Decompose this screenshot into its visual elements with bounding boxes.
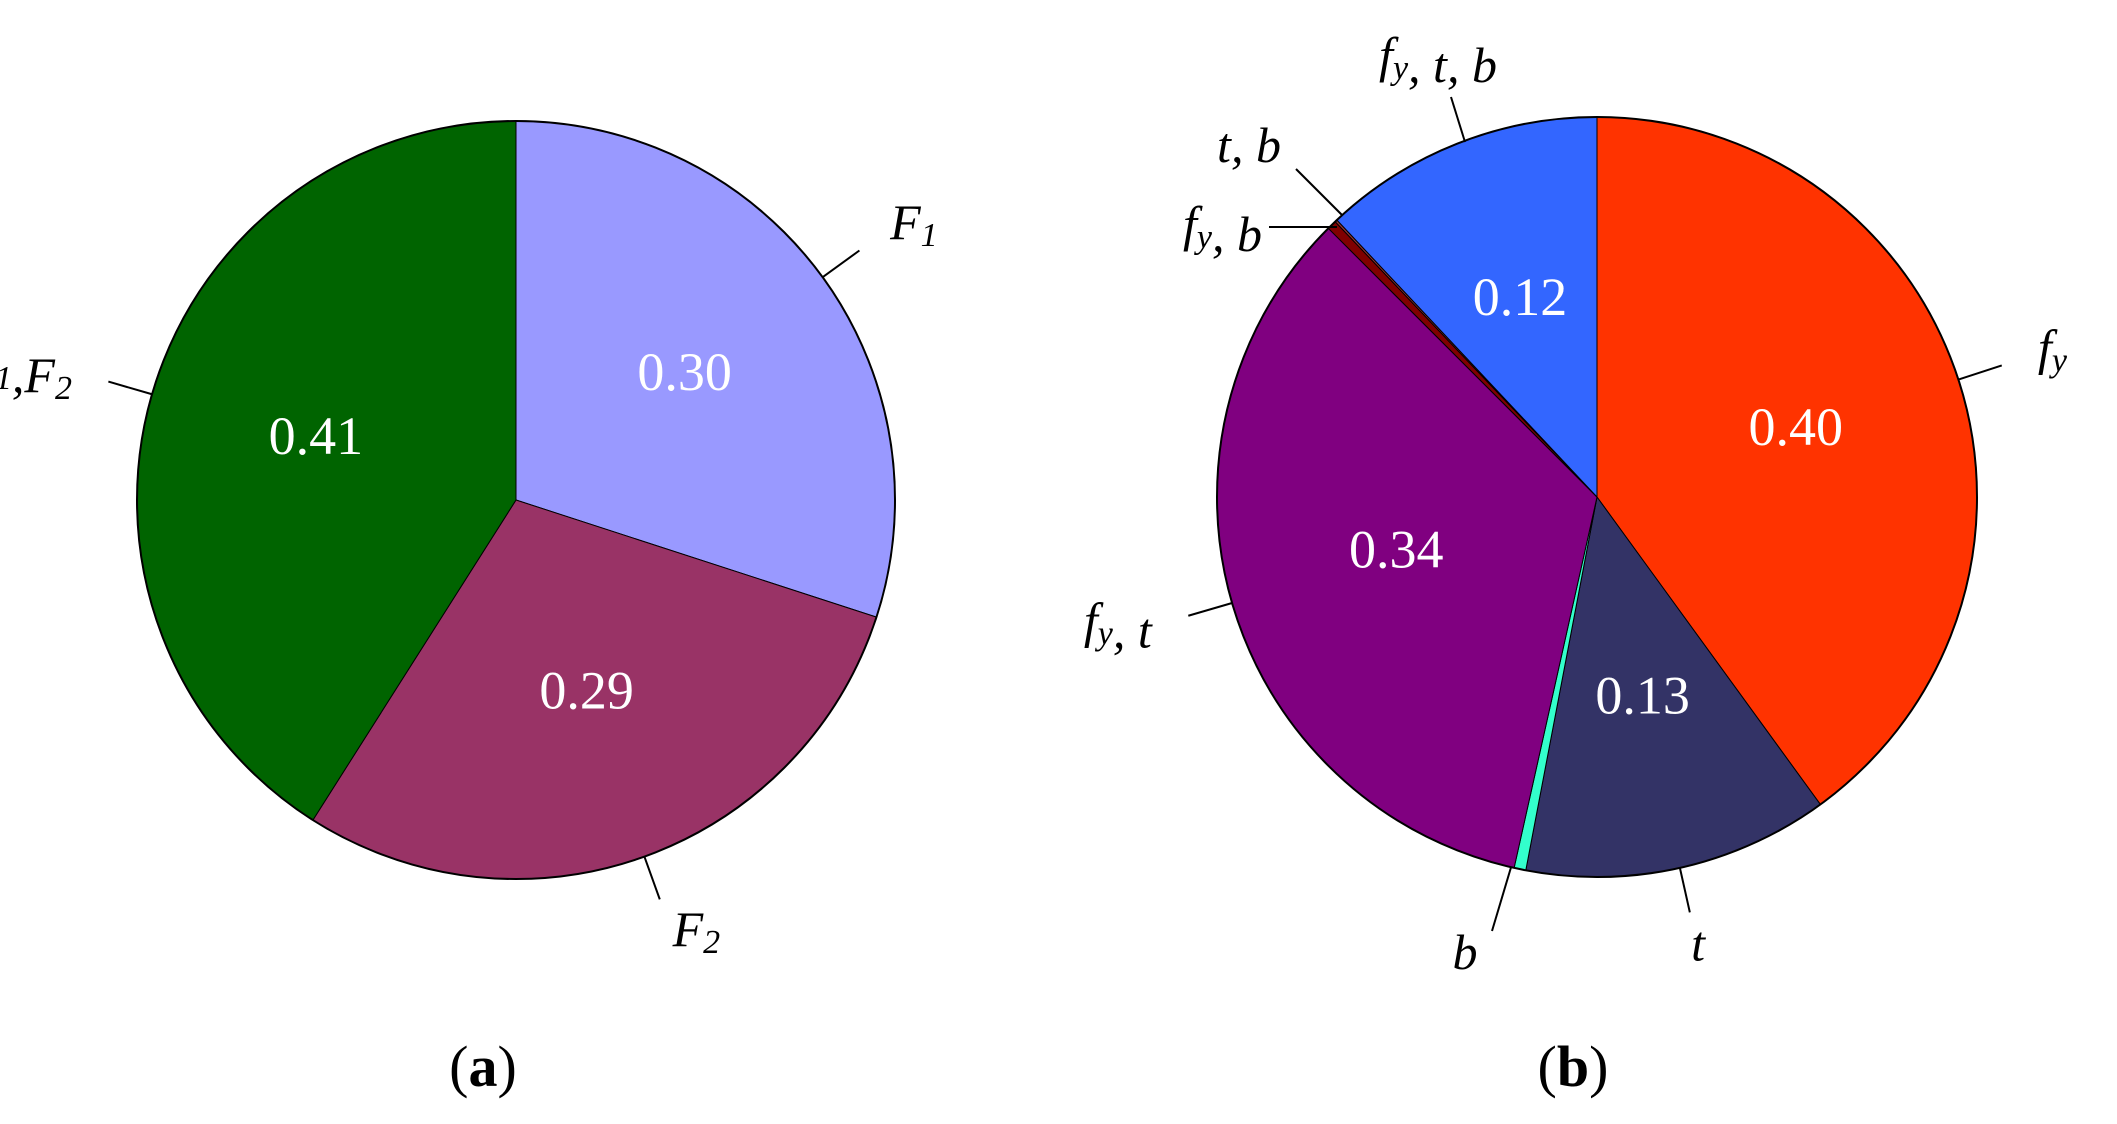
slice-label: b [1453,924,1478,980]
slice-label: t, b [1217,117,1281,173]
slice-label: fy, t, b [1379,27,1497,93]
leader-line [1188,602,1233,617]
chart-title: (a) [449,1034,517,1099]
value-label: 0.13 [1595,665,1690,725]
leader-line [1958,364,2003,381]
slice-label: fy [2038,320,2068,379]
value-label: 0.40 [1749,397,1844,457]
slice-label: F2 [672,902,721,961]
slice-label: t [1691,916,1706,972]
slice-label: F1,F2 [0,337,72,406]
leader-line [1295,168,1344,217]
slice-label: fy, b [1183,196,1262,262]
value-label: 0.34 [1349,520,1444,580]
value-label: 0.30 [637,342,732,402]
leader-line [1450,96,1466,143]
leader-line [1678,867,1691,913]
leader-line [108,380,153,396]
pie-outline [1216,116,1978,878]
leader-line [822,249,860,279]
value-label: 0.41 [269,406,364,466]
value-label: 0.12 [1473,267,1568,327]
slice-label: fy, t [1084,593,1153,659]
value-label: 0.29 [539,661,634,721]
chart-title: (b) [1538,1034,1609,1099]
slice-label: F1 [889,195,938,254]
leader-line [643,856,661,900]
pie-outline [136,120,896,880]
leader-line [1491,863,1513,932]
